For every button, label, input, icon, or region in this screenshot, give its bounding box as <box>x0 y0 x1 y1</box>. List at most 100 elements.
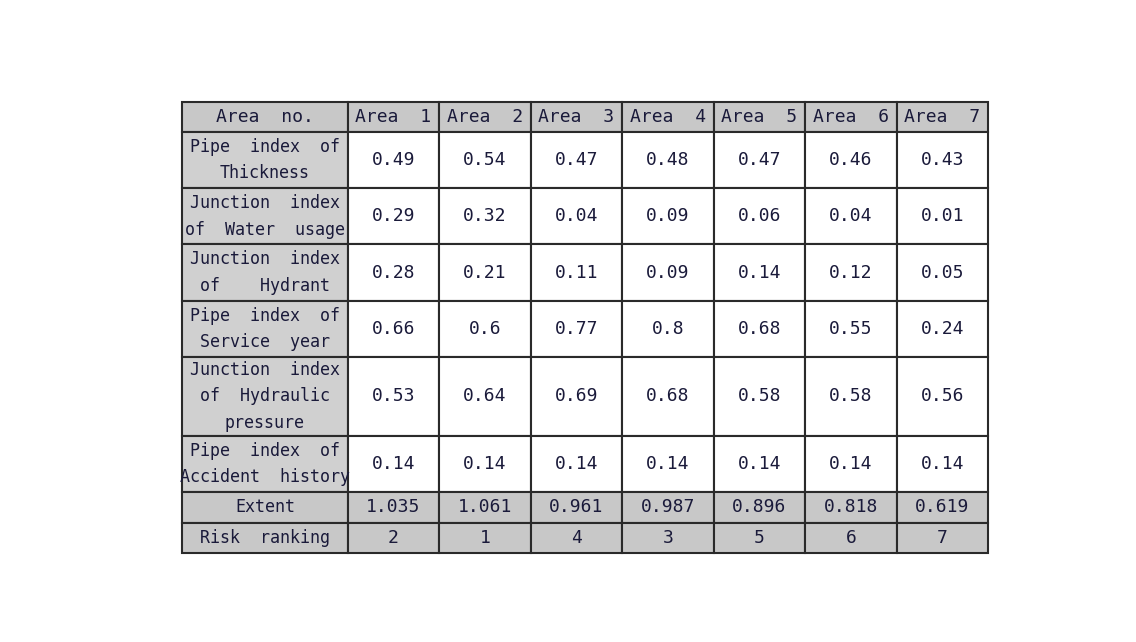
Text: Area  1: Area 1 <box>356 108 432 126</box>
Bar <box>348 101 440 132</box>
Text: 2: 2 <box>387 529 399 547</box>
Text: 0.961: 0.961 <box>549 498 603 516</box>
Bar <box>182 245 348 300</box>
Text: 6: 6 <box>845 529 857 547</box>
Text: 4: 4 <box>571 529 582 547</box>
Bar <box>440 132 531 188</box>
Text: 0.818: 0.818 <box>824 498 878 516</box>
Bar <box>182 523 348 553</box>
Bar <box>440 188 531 245</box>
Text: 0.11: 0.11 <box>554 264 599 282</box>
Bar <box>531 188 623 245</box>
Bar <box>531 245 623 300</box>
Text: 0.09: 0.09 <box>646 207 690 225</box>
Text: 0.04: 0.04 <box>829 207 872 225</box>
Text: 0.55: 0.55 <box>829 320 872 338</box>
Bar <box>623 245 713 300</box>
Text: 0.58: 0.58 <box>737 387 782 405</box>
Bar <box>440 523 531 553</box>
Bar <box>623 492 713 523</box>
Text: 0.56: 0.56 <box>921 387 964 405</box>
Bar <box>713 101 805 132</box>
Bar <box>713 132 805 188</box>
Text: Area  3: Area 3 <box>538 108 615 126</box>
Bar <box>182 357 348 436</box>
Text: 0.8: 0.8 <box>652 320 684 338</box>
Text: Area  5: Area 5 <box>721 108 797 126</box>
Text: 1.035: 1.035 <box>366 498 420 516</box>
Bar <box>182 132 348 188</box>
Text: 0.21: 0.21 <box>463 264 507 282</box>
Bar <box>182 436 348 492</box>
Text: 0.43: 0.43 <box>921 151 964 169</box>
Text: Junction  index
of  Water  usage: Junction index of Water usage <box>185 194 345 239</box>
Text: Area  6: Area 6 <box>813 108 889 126</box>
Text: 0.06: 0.06 <box>737 207 782 225</box>
Bar <box>531 357 623 436</box>
Text: Junction  index
of  Hydraulic
pressure: Junction index of Hydraulic pressure <box>190 361 340 432</box>
Text: Extent: Extent <box>235 498 295 516</box>
Text: 0.14: 0.14 <box>737 455 782 473</box>
Bar <box>531 436 623 492</box>
Text: Pipe  index  of
Accident  history: Pipe index of Accident history <box>179 442 350 486</box>
Bar <box>440 101 531 132</box>
Bar <box>713 188 805 245</box>
Text: 3: 3 <box>662 529 674 547</box>
Bar <box>896 300 988 357</box>
Bar <box>805 132 896 188</box>
Text: Area  no.: Area no. <box>216 108 314 126</box>
Text: 0.6: 0.6 <box>468 320 501 338</box>
Text: Area  2: Area 2 <box>446 108 523 126</box>
Bar <box>896 523 988 553</box>
Text: 0.68: 0.68 <box>646 387 690 405</box>
Bar <box>182 492 348 523</box>
Bar <box>531 101 623 132</box>
Bar <box>623 188 713 245</box>
Text: 0.01: 0.01 <box>921 207 964 225</box>
Bar <box>623 300 713 357</box>
Text: Pipe  index  of
Service  year: Pipe index of Service year <box>190 307 340 351</box>
Text: 0.66: 0.66 <box>371 320 415 338</box>
Bar <box>805 300 896 357</box>
Bar <box>531 492 623 523</box>
Text: 0.12: 0.12 <box>829 264 872 282</box>
Bar <box>440 245 531 300</box>
Bar <box>182 101 348 132</box>
Bar <box>896 101 988 132</box>
Text: 0.14: 0.14 <box>371 455 415 473</box>
Bar <box>348 245 440 300</box>
Text: 0.69: 0.69 <box>554 387 599 405</box>
Text: 0.05: 0.05 <box>921 264 964 282</box>
Bar <box>531 132 623 188</box>
Text: Area  4: Area 4 <box>629 108 705 126</box>
Bar <box>531 300 623 357</box>
Bar <box>348 357 440 436</box>
Bar <box>531 523 623 553</box>
Bar <box>713 245 805 300</box>
Bar <box>623 101 713 132</box>
Bar <box>805 245 896 300</box>
Bar <box>896 132 988 188</box>
Bar <box>348 436 440 492</box>
Text: 0.28: 0.28 <box>371 264 415 282</box>
Text: 0.29: 0.29 <box>371 207 415 225</box>
Bar <box>623 357 713 436</box>
Text: Pipe  index  of
Thickness: Pipe index of Thickness <box>190 138 340 182</box>
Bar <box>623 523 713 553</box>
Bar <box>896 492 988 523</box>
Bar <box>805 492 896 523</box>
Bar <box>440 492 531 523</box>
Text: 7: 7 <box>937 529 947 547</box>
Bar <box>713 357 805 436</box>
Text: 0.14: 0.14 <box>646 455 690 473</box>
Bar <box>348 523 440 553</box>
Bar <box>896 436 988 492</box>
Bar <box>348 492 440 523</box>
Bar <box>348 132 440 188</box>
Text: 0.47: 0.47 <box>737 151 782 169</box>
Bar <box>713 523 805 553</box>
Bar <box>713 300 805 357</box>
Text: 0.896: 0.896 <box>733 498 786 516</box>
Text: 0.619: 0.619 <box>916 498 970 516</box>
Bar <box>623 436 713 492</box>
